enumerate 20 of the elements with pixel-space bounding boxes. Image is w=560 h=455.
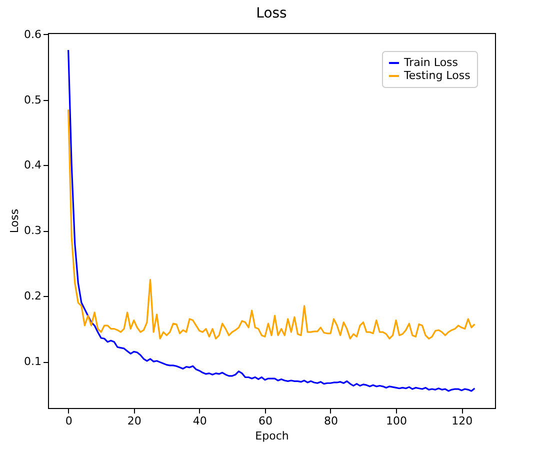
y-axis-title: Loss: [8, 208, 22, 234]
x-tick-label: 40: [192, 414, 207, 428]
y-tick-label: 0.3: [24, 224, 42, 238]
y-tick-label: 0.1: [24, 355, 42, 368]
legend-label: Train Loss: [403, 56, 458, 69]
x-tick-label: 80: [324, 414, 338, 428]
line-series: [68, 49, 476, 392]
legend-label: Testing Loss: [403, 69, 471, 82]
y-tick-label: 0.6: [24, 28, 42, 41]
chart-title: Loss: [256, 5, 287, 22]
y-tick-label: 0.2: [24, 290, 42, 303]
line-series: [68, 108, 476, 340]
x-tick-label: 20: [127, 414, 142, 428]
x-axis-title: Epoch: [255, 430, 289, 442]
x-tick-label: 60: [258, 414, 272, 428]
x-tick-label: 100: [386, 414, 408, 428]
x-tick-label: 0: [65, 414, 72, 428]
y-tick-label: 0.5: [24, 93, 42, 106]
x-tick-label: 120: [452, 414, 473, 428]
y-tick-label: 0.4: [24, 158, 42, 172]
